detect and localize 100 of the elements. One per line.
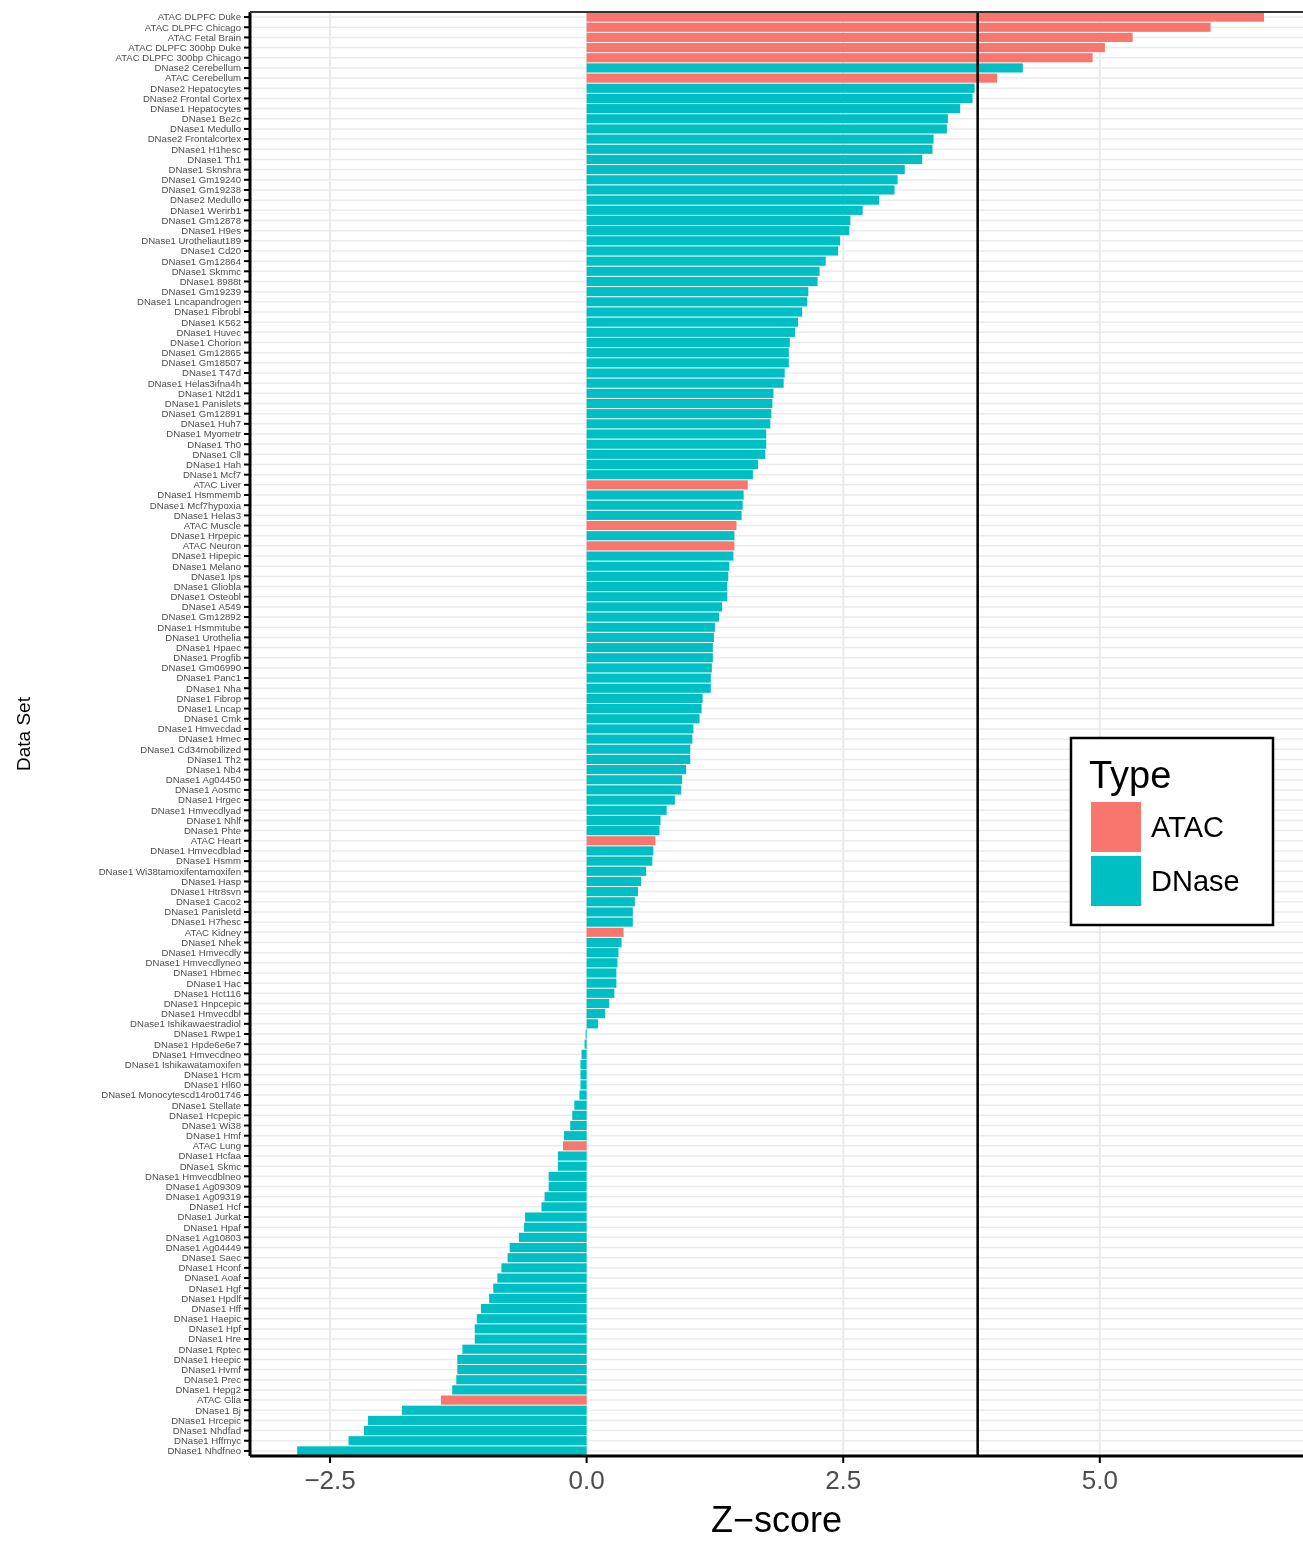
bar — [586, 531, 735, 541]
y-tick-label: DNase1 Hipepic — [171, 550, 242, 562]
y-tick-label: DNase1 Hsmmtube — [157, 621, 241, 633]
y-tick-label: ATAC Fetal Brain — [167, 31, 241, 43]
bar — [586, 520, 737, 531]
y-tick-label: DNase1 Hmf — [186, 1130, 242, 1142]
y-tick-label: DNase1 Ag09309 — [165, 1180, 241, 1192]
x-tick-label: 0.0 — [568, 1465, 605, 1495]
y-tick-label: DNase1 Hcpepic — [169, 1109, 242, 1121]
y-tick-label: DNase1 Hcfaa — [178, 1150, 242, 1162]
y-tick-label: DNase1 Phte — [183, 824, 241, 836]
y-tick-label: DNase1 Prec — [183, 1374, 242, 1386]
y-tick-label: DNase1 Wi38tamoxifentamoxifen — [98, 865, 241, 877]
y-tick-label: DNase1 Mcf7hypoxia — [149, 499, 242, 511]
y-tick-label: DNase1 Hmvecdblad — [150, 845, 241, 857]
y-tick-label: DNase1 Ag09319 — [165, 1191, 241, 1203]
y-tick-label: DNase1 Gm19239 — [161, 286, 241, 298]
y-tick-label: DNase1 Hmvecdneo — [152, 1048, 241, 1060]
y-tick-label: DNase1 T47d — [181, 367, 241, 379]
y-tick-label: DNase1 Wi38 — [181, 1119, 241, 1131]
y-tick-label: DNase1 Be2c — [181, 113, 242, 125]
y-tick-label: DNase1 Urotheliaut189 — [141, 235, 241, 247]
y-tick-label: DNase1 Hsmmemb — [157, 489, 241, 501]
y-tick-label: DNase1 H7hesc — [171, 916, 242, 928]
y-tick-label: DNase1 Hmvecdlyad — [150, 804, 241, 816]
y-tick-label: DNase1 Skmc — [179, 1160, 242, 1172]
y-tick-label: DNase1 Ag04450 — [165, 774, 241, 786]
y-tick-label: ATAC DLPFC 300bp Duke — [128, 41, 241, 53]
y-tick-label: DNase1 Gm19238 — [161, 184, 241, 196]
y-tick-label: DNase1 Hmvecdblneo — [145, 1170, 241, 1182]
bar — [586, 927, 624, 937]
y-tick-label: ATAC Kidney — [184, 926, 242, 938]
y-tick-label: DNase1 Hbmec — [173, 967, 242, 979]
y-tick-label: DNase1 Myometr — [166, 428, 242, 440]
y-tick-label: DNase1 Panisletd — [164, 906, 241, 918]
y-tick-label: DNase1 Heepic — [173, 1353, 242, 1365]
y-tick-label: DNase1 Werirb1 — [170, 204, 241, 216]
y-tick-label: DNase1 Ishikawaestradiol — [130, 1018, 241, 1030]
y-tick-label: DNase2 Frontalcortex — [147, 133, 242, 145]
y-tick-label: DNase1 Monocytescd14ro01746 — [101, 1089, 241, 1101]
y-tick-label: DNase1 Hepg2 — [175, 1384, 241, 1396]
bar — [586, 73, 998, 83]
y-tick-label: DNase1 Bj — [195, 1404, 241, 1416]
y-tick-label: DNase1 Lncap — [177, 702, 241, 714]
y-tick-label: DNase1 Hac — [186, 977, 242, 989]
y-tick-label: DNase1 Nhlf — [186, 814, 242, 826]
legend-label: DNase — [1151, 865, 1240, 898]
x-tick-label: −2.5 — [304, 1465, 356, 1495]
y-tick-label: DNase1 Cll — [192, 448, 241, 460]
bar — [563, 1141, 587, 1151]
y-tick-label: ATAC DLPFC Duke — [157, 11, 241, 23]
y-tick-label: DNase1 Hffmyc — [174, 1435, 242, 1447]
bar — [586, 63, 1023, 73]
y-tick-label: DNase1 Hpaf — [183, 1221, 242, 1233]
y-tick-label: DNase1 Hepatocytes — [150, 102, 242, 114]
y-tick-label: DNase1 Hff — [191, 1302, 242, 1314]
y-tick-label: DNase2 Medullo — [170, 194, 241, 206]
y-tick-label: DNase1 Hconf — [178, 1262, 242, 1274]
y-tick-label: ATAC Glia — [197, 1394, 242, 1406]
y-tick-label: DNase1 Ishikawatamoxifen — [124, 1058, 241, 1070]
y-tick-label: DNase1 Hah — [186, 458, 241, 470]
y-tick-label: DNase1 Hasp — [181, 875, 241, 887]
y-tick-label: DNase1 Gm18507 — [161, 357, 241, 369]
y-tick-label: ATAC Muscle — [183, 519, 241, 531]
x-tick-label: 5.0 — [1081, 1465, 1118, 1495]
y-tick-label: DNase1 Nb4 — [186, 763, 242, 775]
y-tick-label: DNase1 Melano — [172, 560, 241, 572]
y-tick-label: DNase1 Hmvecdly — [161, 946, 242, 958]
y-tick-label: DNase1 H9es — [181, 224, 242, 236]
y-axis-title: Data Set — [13, 696, 34, 771]
y-tick-label: ATAC DLPFC 300bp Chicago — [115, 52, 241, 64]
y-tick-label: DNase1 Stellate — [171, 1099, 241, 1111]
y-tick-label: DNase1 Gliobla — [173, 580, 242, 592]
y-tick-label: DNase1 Chorion — [170, 336, 241, 348]
x-tick-label: 2.5 — [825, 1465, 862, 1495]
y-tick-label: DNase1 Hre — [188, 1333, 241, 1345]
y-tick-label: DNase1 Hgf — [188, 1282, 242, 1294]
y-tick-label: DNase1 Gm12891 — [161, 408, 241, 420]
y-tick-label: DNase1 Hpf — [188, 1323, 242, 1335]
y-tick-label: DNase1 Nhek — [181, 936, 242, 948]
y-tick-label: ATAC DLPFC Chicago — [144, 21, 241, 33]
y-tick-label: DNase1 Hl60 — [183, 1079, 241, 1091]
y-tick-label: DNase1 Nt2d1 — [178, 387, 241, 399]
y-tick-label: DNase1 Hpaec — [175, 641, 242, 653]
y-tick-label: DNase1 Hmvecdlyneo — [145, 957, 241, 969]
y-tick-label: DNase1 Hrcepic — [171, 1414, 242, 1426]
y-tick-label: DNase1 A549 — [181, 601, 241, 613]
y-tick-label: DNase1 Hvmf — [181, 1363, 242, 1375]
y-tick-label: DNase1 Hmec — [178, 733, 242, 745]
y-tick-label: DNase1 Huvec — [176, 326, 242, 338]
bar — [440, 1395, 587, 1405]
legend-label: ATAC — [1151, 811, 1225, 844]
y-tick-label: DNase1 Fibrobl — [174, 306, 241, 318]
y-tick-label: DNase1 Caco2 — [175, 896, 241, 908]
y-tick-label: DNase1 Panislets — [164, 397, 242, 409]
y-tick-label: DNase1 Gm06990 — [161, 662, 241, 674]
y-tick-label: DNase2 Hepatocytes — [150, 82, 242, 94]
y-tick-label: DNase1 Helas3 — [173, 509, 241, 521]
x-axis-title: Z−score — [710, 1499, 843, 1540]
y-tick-label: ATAC Liver — [193, 479, 242, 491]
